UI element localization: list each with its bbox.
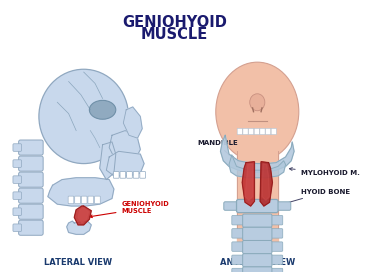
- FancyBboxPatch shape: [232, 268, 245, 278]
- Polygon shape: [229, 155, 286, 178]
- Text: HYOID BONE: HYOID BONE: [280, 189, 350, 206]
- FancyBboxPatch shape: [127, 172, 132, 178]
- Text: ANTERIOR VIEW: ANTERIOR VIEW: [220, 258, 295, 267]
- FancyBboxPatch shape: [19, 220, 43, 235]
- Ellipse shape: [216, 62, 299, 161]
- FancyBboxPatch shape: [232, 242, 245, 251]
- FancyBboxPatch shape: [254, 129, 259, 135]
- FancyBboxPatch shape: [265, 129, 271, 135]
- FancyBboxPatch shape: [133, 172, 139, 178]
- FancyBboxPatch shape: [269, 242, 283, 251]
- Polygon shape: [67, 221, 91, 234]
- FancyBboxPatch shape: [13, 176, 21, 183]
- FancyBboxPatch shape: [269, 216, 283, 225]
- Polygon shape: [109, 130, 140, 164]
- Polygon shape: [123, 107, 142, 138]
- FancyBboxPatch shape: [13, 144, 21, 151]
- FancyBboxPatch shape: [243, 241, 272, 254]
- FancyBboxPatch shape: [19, 188, 43, 203]
- FancyBboxPatch shape: [232, 216, 245, 225]
- Polygon shape: [100, 142, 116, 180]
- FancyBboxPatch shape: [140, 172, 145, 178]
- FancyBboxPatch shape: [13, 224, 21, 232]
- FancyBboxPatch shape: [19, 156, 43, 171]
- FancyBboxPatch shape: [68, 196, 74, 204]
- FancyBboxPatch shape: [275, 202, 291, 210]
- Text: GENIOHYOID
MUSCLE: GENIOHYOID MUSCLE: [89, 201, 169, 218]
- Polygon shape: [106, 151, 144, 176]
- Text: MUSCLE: MUSCLE: [141, 27, 208, 42]
- FancyBboxPatch shape: [75, 196, 81, 204]
- FancyBboxPatch shape: [260, 129, 265, 135]
- FancyBboxPatch shape: [271, 129, 276, 135]
- FancyBboxPatch shape: [95, 196, 100, 204]
- Polygon shape: [220, 135, 294, 172]
- Polygon shape: [237, 151, 278, 244]
- FancyBboxPatch shape: [232, 255, 245, 265]
- FancyBboxPatch shape: [269, 229, 283, 238]
- FancyBboxPatch shape: [113, 172, 119, 178]
- Polygon shape: [262, 164, 269, 200]
- FancyBboxPatch shape: [243, 227, 272, 241]
- FancyBboxPatch shape: [269, 255, 283, 265]
- FancyBboxPatch shape: [243, 254, 272, 267]
- FancyBboxPatch shape: [13, 208, 21, 216]
- Polygon shape: [260, 162, 272, 206]
- Text: MANDIBLE: MANDIBLE: [197, 140, 238, 159]
- FancyBboxPatch shape: [248, 129, 254, 135]
- FancyBboxPatch shape: [237, 129, 243, 135]
- FancyBboxPatch shape: [237, 199, 278, 213]
- FancyBboxPatch shape: [13, 192, 21, 199]
- FancyBboxPatch shape: [88, 196, 93, 204]
- Text: GENIOHYOID: GENIOHYOID: [122, 15, 227, 31]
- FancyBboxPatch shape: [19, 172, 43, 187]
- FancyBboxPatch shape: [120, 172, 126, 178]
- Polygon shape: [242, 162, 254, 206]
- FancyBboxPatch shape: [13, 160, 21, 167]
- Polygon shape: [74, 206, 91, 225]
- Text: LATERAL VIEW: LATERAL VIEW: [44, 258, 112, 267]
- FancyBboxPatch shape: [19, 140, 43, 155]
- FancyBboxPatch shape: [269, 268, 283, 278]
- Polygon shape: [78, 208, 88, 223]
- FancyBboxPatch shape: [19, 204, 43, 219]
- Polygon shape: [245, 164, 252, 200]
- FancyBboxPatch shape: [243, 267, 272, 280]
- FancyBboxPatch shape: [232, 229, 245, 238]
- FancyBboxPatch shape: [243, 129, 248, 135]
- Ellipse shape: [39, 69, 128, 164]
- FancyBboxPatch shape: [81, 196, 87, 204]
- FancyBboxPatch shape: [243, 214, 272, 227]
- Ellipse shape: [89, 100, 116, 119]
- Ellipse shape: [250, 94, 265, 111]
- FancyBboxPatch shape: [224, 202, 240, 210]
- Text: MYLOHYOID M.: MYLOHYOID M.: [290, 168, 360, 176]
- Polygon shape: [48, 178, 114, 206]
